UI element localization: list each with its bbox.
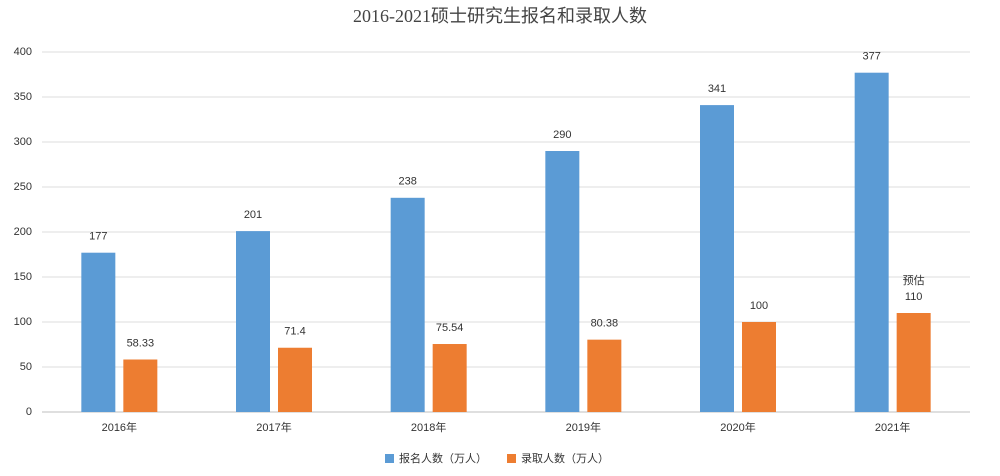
legend-swatch <box>507 454 516 463</box>
x-tick-label: 2019年 <box>566 420 601 434</box>
data-label: 75.54 <box>436 322 464 334</box>
bar <box>587 339 622 412</box>
y-tick-label: 300 <box>14 136 32 148</box>
data-label: 377 <box>862 51 880 63</box>
data-label: 238 <box>398 176 416 188</box>
bar <box>432 344 467 412</box>
x-tick-label: 2016年 <box>102 420 137 434</box>
x-tick-label: 2021年 <box>875 420 910 434</box>
data-label: 71.4 <box>284 326 305 338</box>
chart-title: 2016-2021硕士研究生报名和录取人数 <box>353 6 647 26</box>
bar <box>854 72 889 412</box>
bar <box>700 105 734 412</box>
y-tick-label: 350 <box>14 91 32 103</box>
bar <box>896 313 931 412</box>
legend-label: 报名人数（万人） <box>399 451 487 465</box>
y-tick-label: 400 <box>14 46 32 58</box>
data-label: 110 <box>905 291 923 303</box>
y-tick-label: 150 <box>14 271 32 283</box>
bar <box>545 151 580 412</box>
data-label: 290 <box>553 129 571 141</box>
data-label: 201 <box>244 209 262 221</box>
y-tick-label: 0 <box>26 406 32 418</box>
bar <box>742 322 776 412</box>
y-tick-label: 50 <box>20 361 32 373</box>
data-label: 80.38 <box>591 318 619 330</box>
x-tick-label: 2020年 <box>720 420 755 434</box>
data-label: 58.33 <box>127 337 155 349</box>
bar <box>236 231 270 412</box>
x-tick-label: 2018年 <box>411 420 446 434</box>
legend-label: 录取人数（万人） <box>521 452 609 465</box>
bar <box>278 347 312 412</box>
data-label: 100 <box>750 300 768 312</box>
bar <box>123 359 158 412</box>
annotation: 预估 <box>903 274 925 287</box>
bar <box>390 197 425 412</box>
bar <box>81 252 116 412</box>
x-tick-label: 2017年 <box>256 420 291 434</box>
data-label: 341 <box>708 83 726 95</box>
data-label: 177 <box>89 231 107 243</box>
y-tick-label: 250 <box>14 181 32 193</box>
legend-swatch <box>385 454 394 463</box>
y-tick-label: 200 <box>14 226 32 238</box>
y-tick-label: 100 <box>14 316 32 328</box>
